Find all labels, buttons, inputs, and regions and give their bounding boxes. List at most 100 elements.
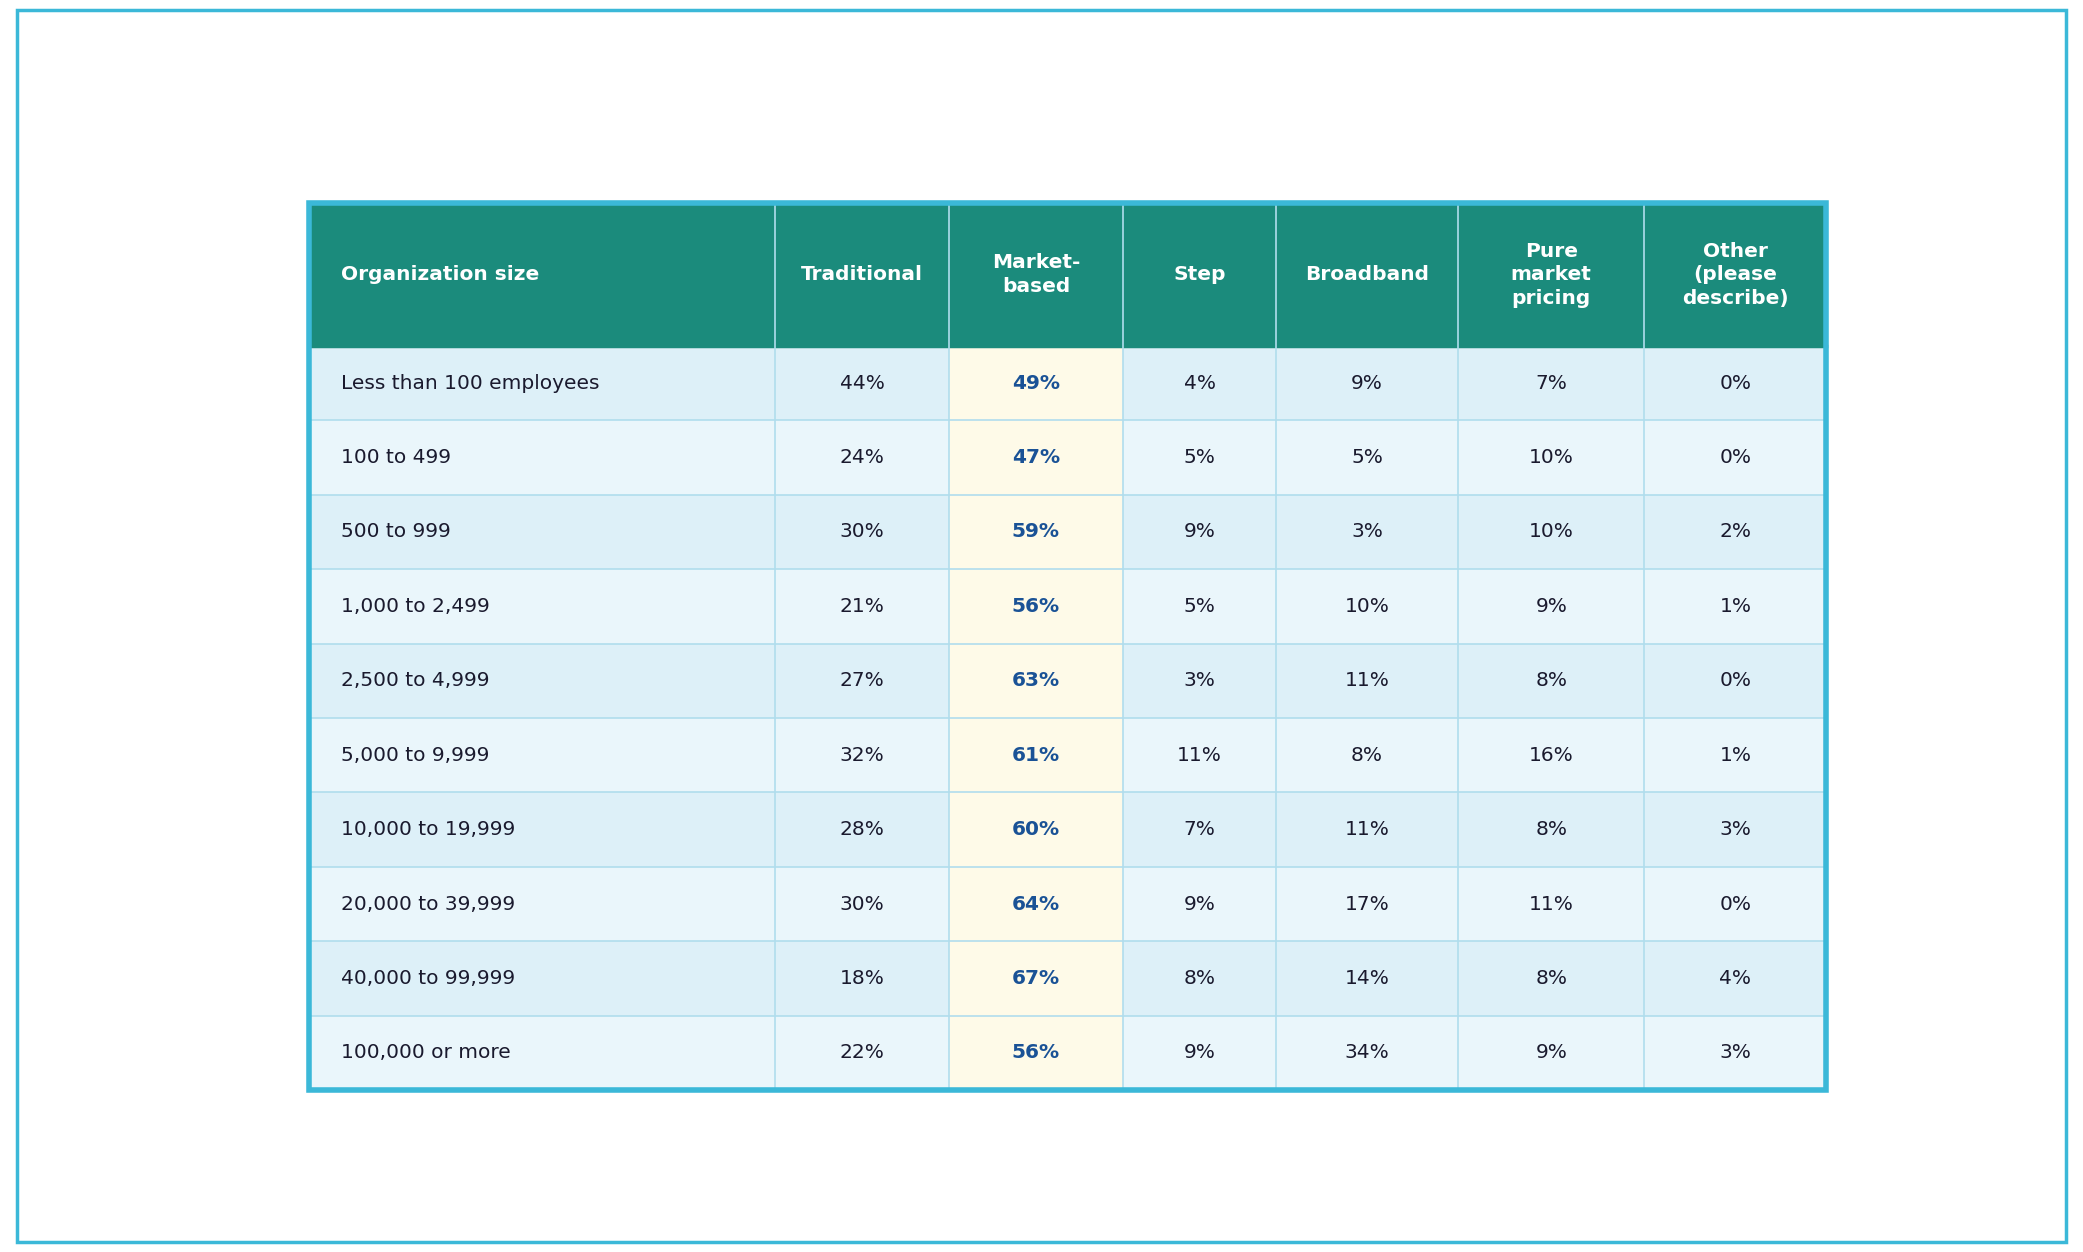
Text: Traditional: Traditional	[802, 265, 923, 284]
Text: 20,000 to 39,999: 20,000 to 39,999	[342, 895, 515, 914]
Text: 100,000 or more: 100,000 or more	[342, 1043, 510, 1063]
Bar	[950, 942, 1123, 1015]
Bar	[1643, 866, 1827, 942]
Bar	[1277, 1015, 1458, 1090]
Text: 9%: 9%	[1535, 597, 1566, 616]
Bar	[1458, 203, 1643, 346]
Text: 3%: 3%	[1183, 671, 1216, 690]
Text: 5%: 5%	[1352, 448, 1383, 467]
Text: 10%: 10%	[1529, 448, 1573, 467]
Bar	[950, 719, 1123, 793]
Bar	[1458, 570, 1643, 644]
Bar	[775, 203, 950, 346]
Bar	[950, 203, 1123, 346]
Text: 1%: 1%	[1718, 746, 1752, 765]
Text: 18%: 18%	[839, 969, 885, 988]
Text: 4%: 4%	[1718, 969, 1752, 988]
Bar	[1123, 644, 1277, 719]
Text: 56%: 56%	[1012, 1043, 1060, 1063]
Bar	[1123, 570, 1277, 644]
Bar	[950, 421, 1123, 495]
Text: 0%: 0%	[1718, 448, 1752, 467]
Text: 30%: 30%	[839, 895, 885, 914]
Text: Broadband: Broadband	[1306, 265, 1429, 284]
Text: 3%: 3%	[1352, 522, 1383, 542]
Text: 49%: 49%	[1012, 373, 1060, 393]
Bar	[1643, 203, 1827, 346]
Text: 5,000 to 9,999: 5,000 to 9,999	[342, 746, 490, 765]
Bar	[1643, 1015, 1827, 1090]
Text: 44%: 44%	[839, 373, 885, 393]
Bar	[1277, 866, 1458, 942]
Bar	[308, 719, 775, 793]
Bar	[1123, 1015, 1277, 1090]
Text: 34%: 34%	[1346, 1043, 1389, 1063]
Bar	[775, 495, 950, 570]
Bar	[950, 793, 1123, 866]
Text: 64%: 64%	[1012, 895, 1060, 914]
Bar	[950, 346, 1123, 421]
Text: 47%: 47%	[1012, 448, 1060, 467]
Bar	[775, 346, 950, 421]
Text: 40,000 to 99,999: 40,000 to 99,999	[342, 969, 515, 988]
Text: 0%: 0%	[1718, 373, 1752, 393]
Bar	[1458, 495, 1643, 570]
Text: 16%: 16%	[1529, 746, 1573, 765]
Text: 56%: 56%	[1012, 597, 1060, 616]
Bar	[1123, 793, 1277, 866]
Bar	[775, 793, 950, 866]
Text: 500 to 999: 500 to 999	[342, 522, 450, 542]
Text: 11%: 11%	[1529, 895, 1573, 914]
Text: 9%: 9%	[1183, 522, 1216, 542]
Bar	[1458, 793, 1643, 866]
Bar	[1277, 644, 1458, 719]
Text: 9%: 9%	[1352, 373, 1383, 393]
Text: 21%: 21%	[839, 597, 885, 616]
Bar	[1277, 793, 1458, 866]
Bar	[1123, 203, 1277, 346]
Bar	[1643, 644, 1827, 719]
Text: 1,000 to 2,499: 1,000 to 2,499	[342, 597, 490, 616]
Bar	[1277, 346, 1458, 421]
Bar	[1643, 421, 1827, 495]
Bar	[950, 644, 1123, 719]
Bar	[1643, 495, 1827, 570]
Text: 7%: 7%	[1535, 373, 1566, 393]
Bar	[1458, 719, 1643, 793]
Bar	[775, 644, 950, 719]
Bar	[1458, 942, 1643, 1015]
Text: 0%: 0%	[1718, 895, 1752, 914]
Text: 8%: 8%	[1535, 969, 1566, 988]
Bar	[308, 346, 775, 421]
Text: 61%: 61%	[1012, 746, 1060, 765]
Bar	[308, 793, 775, 866]
Bar	[308, 570, 775, 644]
Bar	[950, 495, 1123, 570]
Text: 63%: 63%	[1012, 671, 1060, 690]
Bar	[1458, 644, 1643, 719]
Text: 30%: 30%	[839, 522, 885, 542]
Text: 3%: 3%	[1718, 820, 1752, 839]
Bar	[775, 942, 950, 1015]
Text: 24%: 24%	[839, 448, 885, 467]
Text: 4%: 4%	[1183, 373, 1216, 393]
Text: 10%: 10%	[1529, 522, 1573, 542]
Bar	[1643, 793, 1827, 866]
Bar	[1123, 866, 1277, 942]
Text: 11%: 11%	[1177, 746, 1223, 765]
Text: Less than 100 employees: Less than 100 employees	[342, 373, 600, 393]
Bar	[775, 866, 950, 942]
Text: 32%: 32%	[839, 746, 885, 765]
Text: 28%: 28%	[839, 820, 885, 839]
Text: 17%: 17%	[1346, 895, 1389, 914]
Text: 7%: 7%	[1183, 820, 1216, 839]
Bar	[1277, 719, 1458, 793]
Bar	[1277, 570, 1458, 644]
Text: 5%: 5%	[1183, 597, 1216, 616]
Bar	[308, 866, 775, 942]
Bar	[775, 570, 950, 644]
Bar	[308, 203, 775, 346]
Text: 8%: 8%	[1352, 746, 1383, 765]
Bar	[950, 1015, 1123, 1090]
Bar	[775, 1015, 950, 1090]
